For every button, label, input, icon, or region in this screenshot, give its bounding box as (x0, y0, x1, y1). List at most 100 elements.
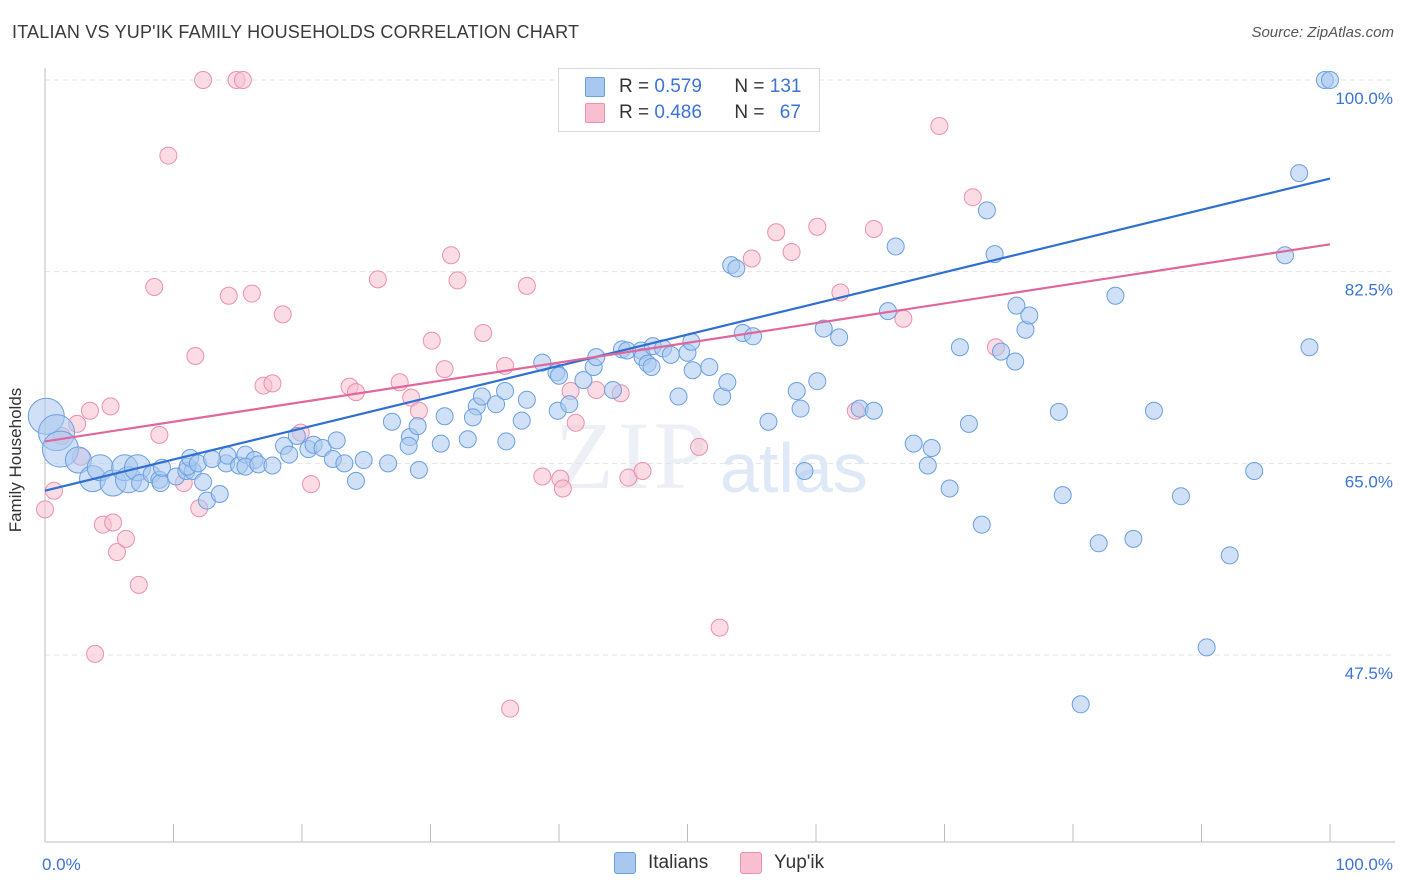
italians-point (972, 515, 991, 534)
italians-point (918, 456, 937, 475)
legend-item-yupik[interactable]: Yup'ik (740, 852, 824, 874)
yupik-point (501, 699, 520, 718)
legend-n-label: N = (734, 76, 765, 97)
legend-n-label: N = (734, 102, 765, 123)
italians-point (1144, 401, 1163, 420)
italians-point (904, 434, 923, 453)
italians-points (27, 71, 1339, 714)
italians-point (550, 366, 568, 385)
yupik-point (150, 425, 169, 444)
x-tick-label-max: 100.0% (1335, 855, 1393, 874)
italians-point (399, 436, 418, 455)
yupik-point (273, 305, 292, 324)
italians-point (408, 417, 427, 436)
yupik-point (263, 374, 282, 393)
italians-point (287, 426, 306, 445)
italians-point (759, 412, 778, 431)
yupik-point (86, 644, 105, 663)
yupik-point (435, 360, 454, 379)
yupik-point (566, 413, 585, 432)
italians-point (313, 439, 332, 457)
yupik-point (930, 117, 949, 135)
italians-point (496, 382, 515, 401)
italians-point (512, 411, 531, 430)
yupik-point (101, 397, 120, 416)
trend-lines (44, 177, 1331, 492)
italians-point (1049, 402, 1068, 421)
legend-item-italians[interactable]: Italians (614, 852, 708, 874)
y-axis-label: Family Households (6, 387, 25, 533)
italians-point (977, 201, 996, 220)
italians-point (1245, 462, 1264, 480)
italians-point (210, 485, 229, 503)
yupik-point (301, 475, 320, 494)
italians-trend-line (44, 177, 1331, 492)
italians-point (814, 319, 833, 338)
italians-point (497, 432, 516, 451)
legend-label-yupik: Yup'ik (774, 852, 825, 873)
tick-labels: 47.5% 65.0% 82.5% 100.0% 0.0% 100.0% (42, 89, 1393, 874)
italians-point (1124, 529, 1143, 548)
yupik-trend-line (44, 243, 1331, 443)
yupik-point (186, 347, 205, 365)
yupik-point (409, 401, 428, 420)
yupik-point (767, 223, 786, 242)
yupik-point (422, 331, 441, 350)
italians-point (1020, 306, 1039, 325)
y-tick-label: 47.5% (1345, 664, 1393, 683)
italians-point (864, 401, 883, 420)
legend-r-label: R = (619, 76, 650, 97)
italians-point (382, 412, 401, 431)
yupik-point (116, 529, 135, 548)
yupik-point (894, 309, 913, 328)
italians-point (1071, 695, 1090, 714)
italians-point (1220, 546, 1239, 565)
italians-point (959, 414, 978, 433)
yupik-point (742, 249, 761, 268)
italians-point (151, 474, 170, 493)
italians-point (1171, 487, 1190, 506)
legend-row-italians: R = 0.579 N = 131 (585, 75, 801, 99)
yupik-point (233, 71, 252, 89)
yupik-point (710, 618, 729, 637)
stats-legend: R = 0.579 N = 131 R = 0.486 N = 67 (558, 68, 820, 132)
italians-point (922, 439, 941, 457)
italians-point (574, 371, 593, 390)
yupik-point (517, 276, 536, 295)
yupik-point (104, 513, 123, 532)
italians-point (791, 399, 810, 418)
italians-point (1106, 286, 1125, 305)
y-tick-label: 100.0% (1335, 89, 1393, 108)
yupik-point (107, 543, 126, 562)
italians-point (1197, 638, 1216, 657)
yupik-point (690, 437, 709, 456)
legend-swatch-yupik (585, 103, 605, 123)
legend-n-value-yupik: 67 (779, 102, 801, 123)
italians-point (1300, 338, 1319, 357)
yupik-point (448, 271, 467, 290)
italians-point (194, 472, 213, 491)
italians-point (603, 380, 622, 399)
italians-point (458, 430, 477, 449)
yupik-point (368, 270, 387, 289)
watermark-atlas: atlas (720, 429, 868, 507)
italians-point (346, 471, 365, 490)
italians-point (669, 387, 688, 406)
italians-point (830, 328, 849, 347)
italians-point (808, 372, 827, 391)
yupik-point (633, 462, 652, 480)
italians-point (354, 451, 373, 470)
yupik-point (533, 467, 552, 486)
italians-point (409, 460, 428, 479)
yupik-point (219, 286, 238, 305)
italians-point (1089, 534, 1108, 553)
x-tick-label-min: 0.0% (42, 855, 81, 874)
yupik-point (553, 479, 572, 498)
yupik-point (864, 219, 883, 238)
italians-point (950, 338, 969, 357)
italians-point (992, 342, 1011, 361)
italians-point (335, 454, 354, 473)
legend-r-label: R = (619, 102, 650, 123)
yupik-point (242, 284, 261, 303)
